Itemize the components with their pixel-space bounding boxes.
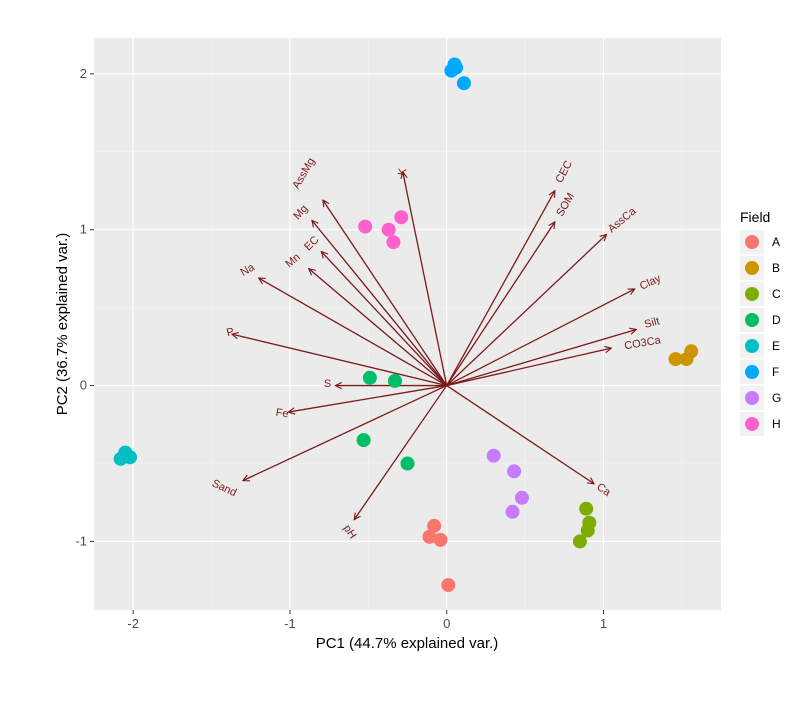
point-group-f (447, 57, 462, 72)
loading-arrow-silt (446, 329, 637, 387)
legend-item-c: C (740, 282, 781, 306)
point-group-a (433, 532, 448, 547)
loading-arrow-co3ca (446, 348, 612, 387)
point-group-f (456, 76, 471, 91)
point-group-a (441, 578, 456, 593)
x-axis-ticks: -2 -1 0 1 (127, 610, 607, 631)
y-axis-ticks: -1 0 1 2 (75, 66, 94, 548)
point-group-b (684, 344, 699, 359)
x-tick-label: 1 (600, 616, 607, 631)
y-tick-label: 1 (80, 222, 87, 237)
legend-key-point (745, 391, 759, 405)
loading-arrow-som (446, 222, 555, 386)
point-group-c (580, 523, 595, 538)
x-axis-title: PC1 (44.7% explained var.) (316, 635, 499, 652)
loading-label-silt: Silt (643, 315, 661, 331)
legend-label: A (772, 235, 780, 249)
point-group-c (579, 501, 594, 516)
loading-arrow-mn (309, 269, 448, 387)
y-tick-label: -1 (75, 533, 87, 548)
loading-arrow-fe (288, 384, 447, 412)
loading-arrow-assca (446, 234, 607, 387)
point-group-g (507, 464, 522, 479)
legend-item-d: D (740, 308, 781, 332)
legend-key-point (745, 313, 759, 327)
y-tick-label: 2 (80, 66, 87, 81)
legend-item-g: G (740, 386, 781, 410)
x-tick-label: 0 (443, 616, 450, 631)
loading-arrow-ph (354, 385, 448, 520)
loading-arrow-k (403, 172, 448, 386)
legend-item-a: A (740, 230, 780, 254)
point-group-d (400, 456, 415, 471)
point-group-d (362, 370, 377, 385)
loading-label-p: P (225, 326, 235, 339)
loading-arrow-clay (446, 288, 635, 387)
y-tick-label: 0 (80, 378, 87, 393)
loading-arrow-sand (243, 384, 447, 481)
legend-item-b: B (740, 256, 780, 280)
legend-label: G (772, 391, 781, 405)
legend-label: D (772, 313, 781, 327)
loading-arrow-ca (446, 385, 594, 484)
loading-arrow-mg (312, 220, 448, 386)
point-group-h (358, 219, 373, 234)
legend-item-h: H (740, 412, 781, 436)
point-group-g (486, 448, 501, 463)
legend-label: E (772, 339, 780, 353)
legend-key-point (745, 365, 759, 379)
legend-key-point (745, 261, 759, 275)
legend-key-point (745, 235, 759, 249)
point-group-d (387, 373, 402, 388)
point-group-a (427, 518, 442, 533)
legend-item-e: E (740, 334, 780, 358)
point-group-b (668, 352, 683, 367)
loading-arrow-na (259, 278, 448, 387)
legend-key-point (745, 417, 759, 431)
legend-label: H (772, 417, 781, 431)
loading-arrows (232, 172, 636, 520)
point-group-d (356, 433, 371, 448)
loading-label-fe: Fe (275, 407, 289, 421)
point-group-h (394, 210, 409, 225)
legend-label: B (772, 261, 780, 275)
loading-arrow-ec (321, 252, 448, 387)
loading-arrow-p (232, 334, 447, 387)
y-axis-title: PC2 (36.7% explained var.) (54, 233, 71, 416)
point-group-h (381, 222, 396, 237)
loading-label-s: S (324, 378, 331, 390)
point-group-e (118, 445, 133, 460)
point-group-g (505, 504, 520, 519)
x-tick-label: -1 (284, 616, 296, 631)
point-group-h (386, 235, 401, 250)
loading-arrow-cec (446, 191, 555, 386)
loading-arrow-assmg (323, 200, 448, 386)
loading-label-k: K (396, 167, 409, 177)
legend-title: Field (740, 209, 770, 225)
point-group-g (514, 490, 529, 505)
legend-key-point (745, 287, 759, 301)
legend-label: C (772, 287, 781, 301)
point-group-c (572, 534, 587, 549)
legend-item-f: F (740, 360, 779, 384)
point-group-a (422, 529, 437, 544)
legend-key-point (745, 339, 759, 353)
plot-panel (94, 38, 721, 610)
data-points (113, 57, 699, 593)
legend-label: F (772, 365, 779, 379)
x-tick-label: -2 (127, 616, 139, 631)
